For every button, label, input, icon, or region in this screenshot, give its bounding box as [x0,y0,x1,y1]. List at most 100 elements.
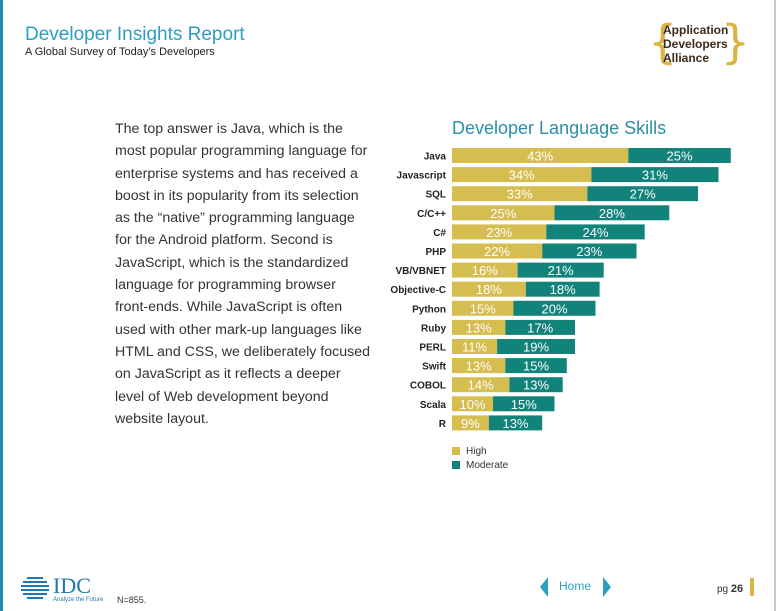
data-label-moderate-c-: 24% [582,225,608,240]
category-label-sql: SQL [425,190,446,201]
data-label-high-objective-c: 18% [476,282,502,297]
bar-moderate-java [628,148,731,163]
bar-high-vb-vbnet [452,262,518,278]
legend-label-high: High [466,445,487,457]
bar-high-swift [452,358,506,374]
report-title: Developer Insights Report [25,24,245,45]
bar-high-scala [452,396,493,412]
sample-size-note: N=855. [117,595,147,605]
data-label-moderate-perl: 19% [523,340,549,355]
bar-moderate-cobol [509,377,563,393]
bar-high-c-c- [452,205,555,221]
bar-moderate-ruby [505,319,575,335]
bar-moderate-swift [505,358,567,374]
category-label-vb-vbnet: VB/VBNET [395,266,446,277]
stacked-bar-chart: Java 43% 25% Javascript 34% 31% SQL 33% 27% C/C++… [390,148,731,431]
body-paragraph: The top answer is Java, which is the mos… [115,121,370,427]
bar-moderate-r [488,415,543,431]
bar-high-ruby [452,319,506,335]
data-label-moderate-swift: 15% [523,359,549,374]
legend-item-moderate: Moderate [452,458,508,472]
data-label-high-javascript: 34% [509,168,535,183]
category-label-php: PHP [425,247,446,258]
bar-moderate-python [513,300,596,316]
bar-high-cobol [452,377,510,393]
data-label-high-vb-vbnet: 16% [472,263,498,278]
idc-logo: IDC Analyze the Future [19,573,114,605]
category-label-python: Python [412,304,446,315]
bar-moderate-c-c- [554,205,670,221]
alliance-logo: { Application Developers Alliance } [648,15,750,69]
data-label-moderate-objective-c: 18% [550,282,576,297]
data-label-high-ruby: 13% [466,320,492,335]
category-label-scala: Scala [420,400,447,411]
data-label-moderate-r: 13% [503,416,529,431]
data-label-moderate-php: 23% [576,244,602,259]
logo-line: Alliance [663,51,710,65]
data-label-high-perl: 11% [462,340,487,355]
next-arrow-icon[interactable] [603,577,611,597]
data-label-moderate-sql: 27% [630,187,656,202]
bar-moderate-vb-vbnet [517,262,604,278]
home-link[interactable]: Home [559,579,592,593]
data-label-high-r: 9% [461,416,480,431]
prev-arrow-icon[interactable] [540,577,548,597]
category-label-cobol: COBOL [410,381,446,392]
bar-moderate-php [542,243,637,259]
category-label-r: R [439,419,447,430]
data-label-moderate-java: 25% [667,149,693,164]
data-label-high-scala: 10% [459,397,485,412]
data-label-high-sql: 33% [507,187,533,202]
bar-moderate-scala [493,396,555,412]
legend-item-high: High [452,444,508,458]
page-prefix: pg [717,584,729,595]
bar-moderate-c- [546,224,645,240]
page-accent-bar [750,578,754,596]
chart-title: Developer Language Skills [452,118,667,138]
bar-high-java [452,148,629,163]
category-label-swift: Swift [422,362,447,373]
idc-logo-text: IDC [53,573,91,598]
data-label-high-cobol: 14% [468,378,494,393]
category-label-c-c-: C/C++ [417,209,446,220]
bar-moderate-perl [497,339,575,354]
right-edge-rule [774,0,776,611]
category-label-objective-c: Objective-C [390,285,446,296]
bar-high-sql [452,186,588,202]
data-label-moderate-c-c-: 28% [599,206,625,221]
bar-moderate-javascript [591,167,719,183]
bar-high-objective-c [452,281,526,297]
page-number: pg 26 [717,583,743,595]
legend-swatch-high [452,447,460,455]
data-label-high-php: 22% [484,244,510,259]
bar-high-javascript [452,167,592,183]
category-label-c-: C# [433,228,446,239]
data-label-high-c-c-: 25% [490,206,516,221]
logo-text: Application Developers Alliance [663,23,728,65]
idc-globe-icon [21,577,49,599]
category-label-ruby: Ruby [421,323,446,334]
data-label-moderate-cobol: 13% [523,378,549,393]
legend-swatch-moderate [452,461,460,469]
data-label-moderate-python: 20% [541,301,567,316]
idc-logo-tagline: Analyze the Future [53,597,104,603]
logo-line: Application [663,23,729,37]
bar-high-r [452,415,489,431]
logo-right-brace-icon: } [720,15,750,69]
chart-legend: High Moderate [452,444,508,472]
category-label-perl: PERL [419,343,446,354]
logo-line: Developers [663,37,728,51]
left-edge-rule [0,0,3,611]
home-nav[interactable]: Home [540,575,612,599]
data-label-moderate-javascript: 31% [642,168,668,183]
data-label-moderate-scala: 15% [511,397,537,412]
data-label-high-python: 15% [470,301,496,316]
bar-high-c- [452,224,547,240]
bar-moderate-objective-c [525,281,600,297]
data-label-high-swift: 13% [466,359,492,374]
report-subtitle: A Global Survey of Today’s Developers [25,46,215,58]
bar-high-php [452,243,543,259]
page-number-value: 26 [730,583,744,595]
bar-moderate-sql [587,186,698,202]
data-label-high-c-: 23% [486,225,512,240]
